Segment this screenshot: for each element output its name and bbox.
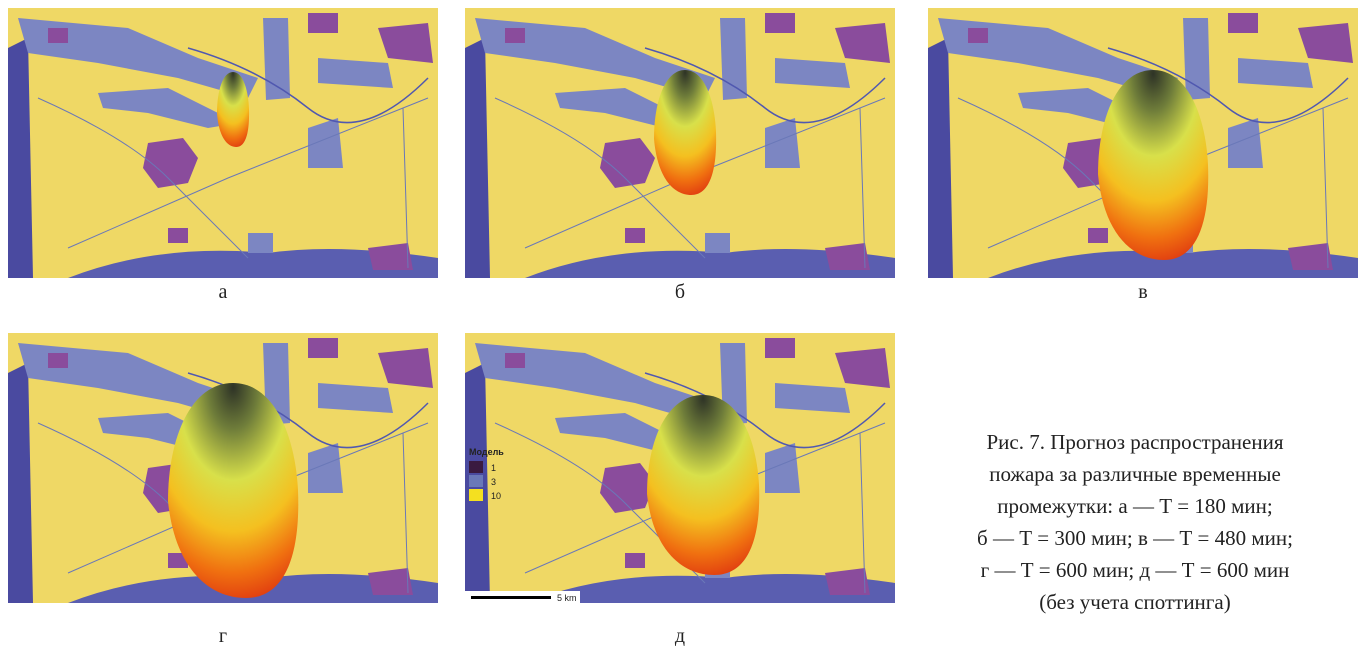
panel-label: д [675,625,685,647]
caption-line: Рис. 7. Прогноз распространения [987,430,1284,454]
map-panel: Модель 1 3 10 5 km [465,333,895,603]
map-panel [465,8,895,278]
caption: Рис. 7. Прогноз распространения пожара з… [977,430,1293,614]
panel-label: в [1138,281,1147,303]
map-panel [8,333,438,603]
caption-line: промежутки: а — Т = 180 мин; [997,494,1273,518]
legend-item: 10 [491,491,501,501]
caption-line: б — Т = 300 мин; в — Т = 480 мин; [977,526,1293,550]
panel-label: а [219,281,228,303]
legend-item: 1 [491,463,496,473]
caption-line: (без учета споттинга) [1039,590,1230,614]
panel-label: б [675,281,685,303]
scale-bar-label: 5 km [557,593,577,603]
caption-line: пожара за различные временные [989,462,1281,486]
panel-label: г [219,625,227,647]
caption-line: г — Т = 600 мин; д — Т = 600 мин [981,558,1290,582]
map-panel [928,8,1358,278]
legend-title: Модель [469,447,504,457]
figure: Модель 1 3 10 5 km а б в г д Рис. 7. Про… [0,0,1362,650]
legend-item: 3 [491,477,496,487]
map-panel [8,8,438,278]
